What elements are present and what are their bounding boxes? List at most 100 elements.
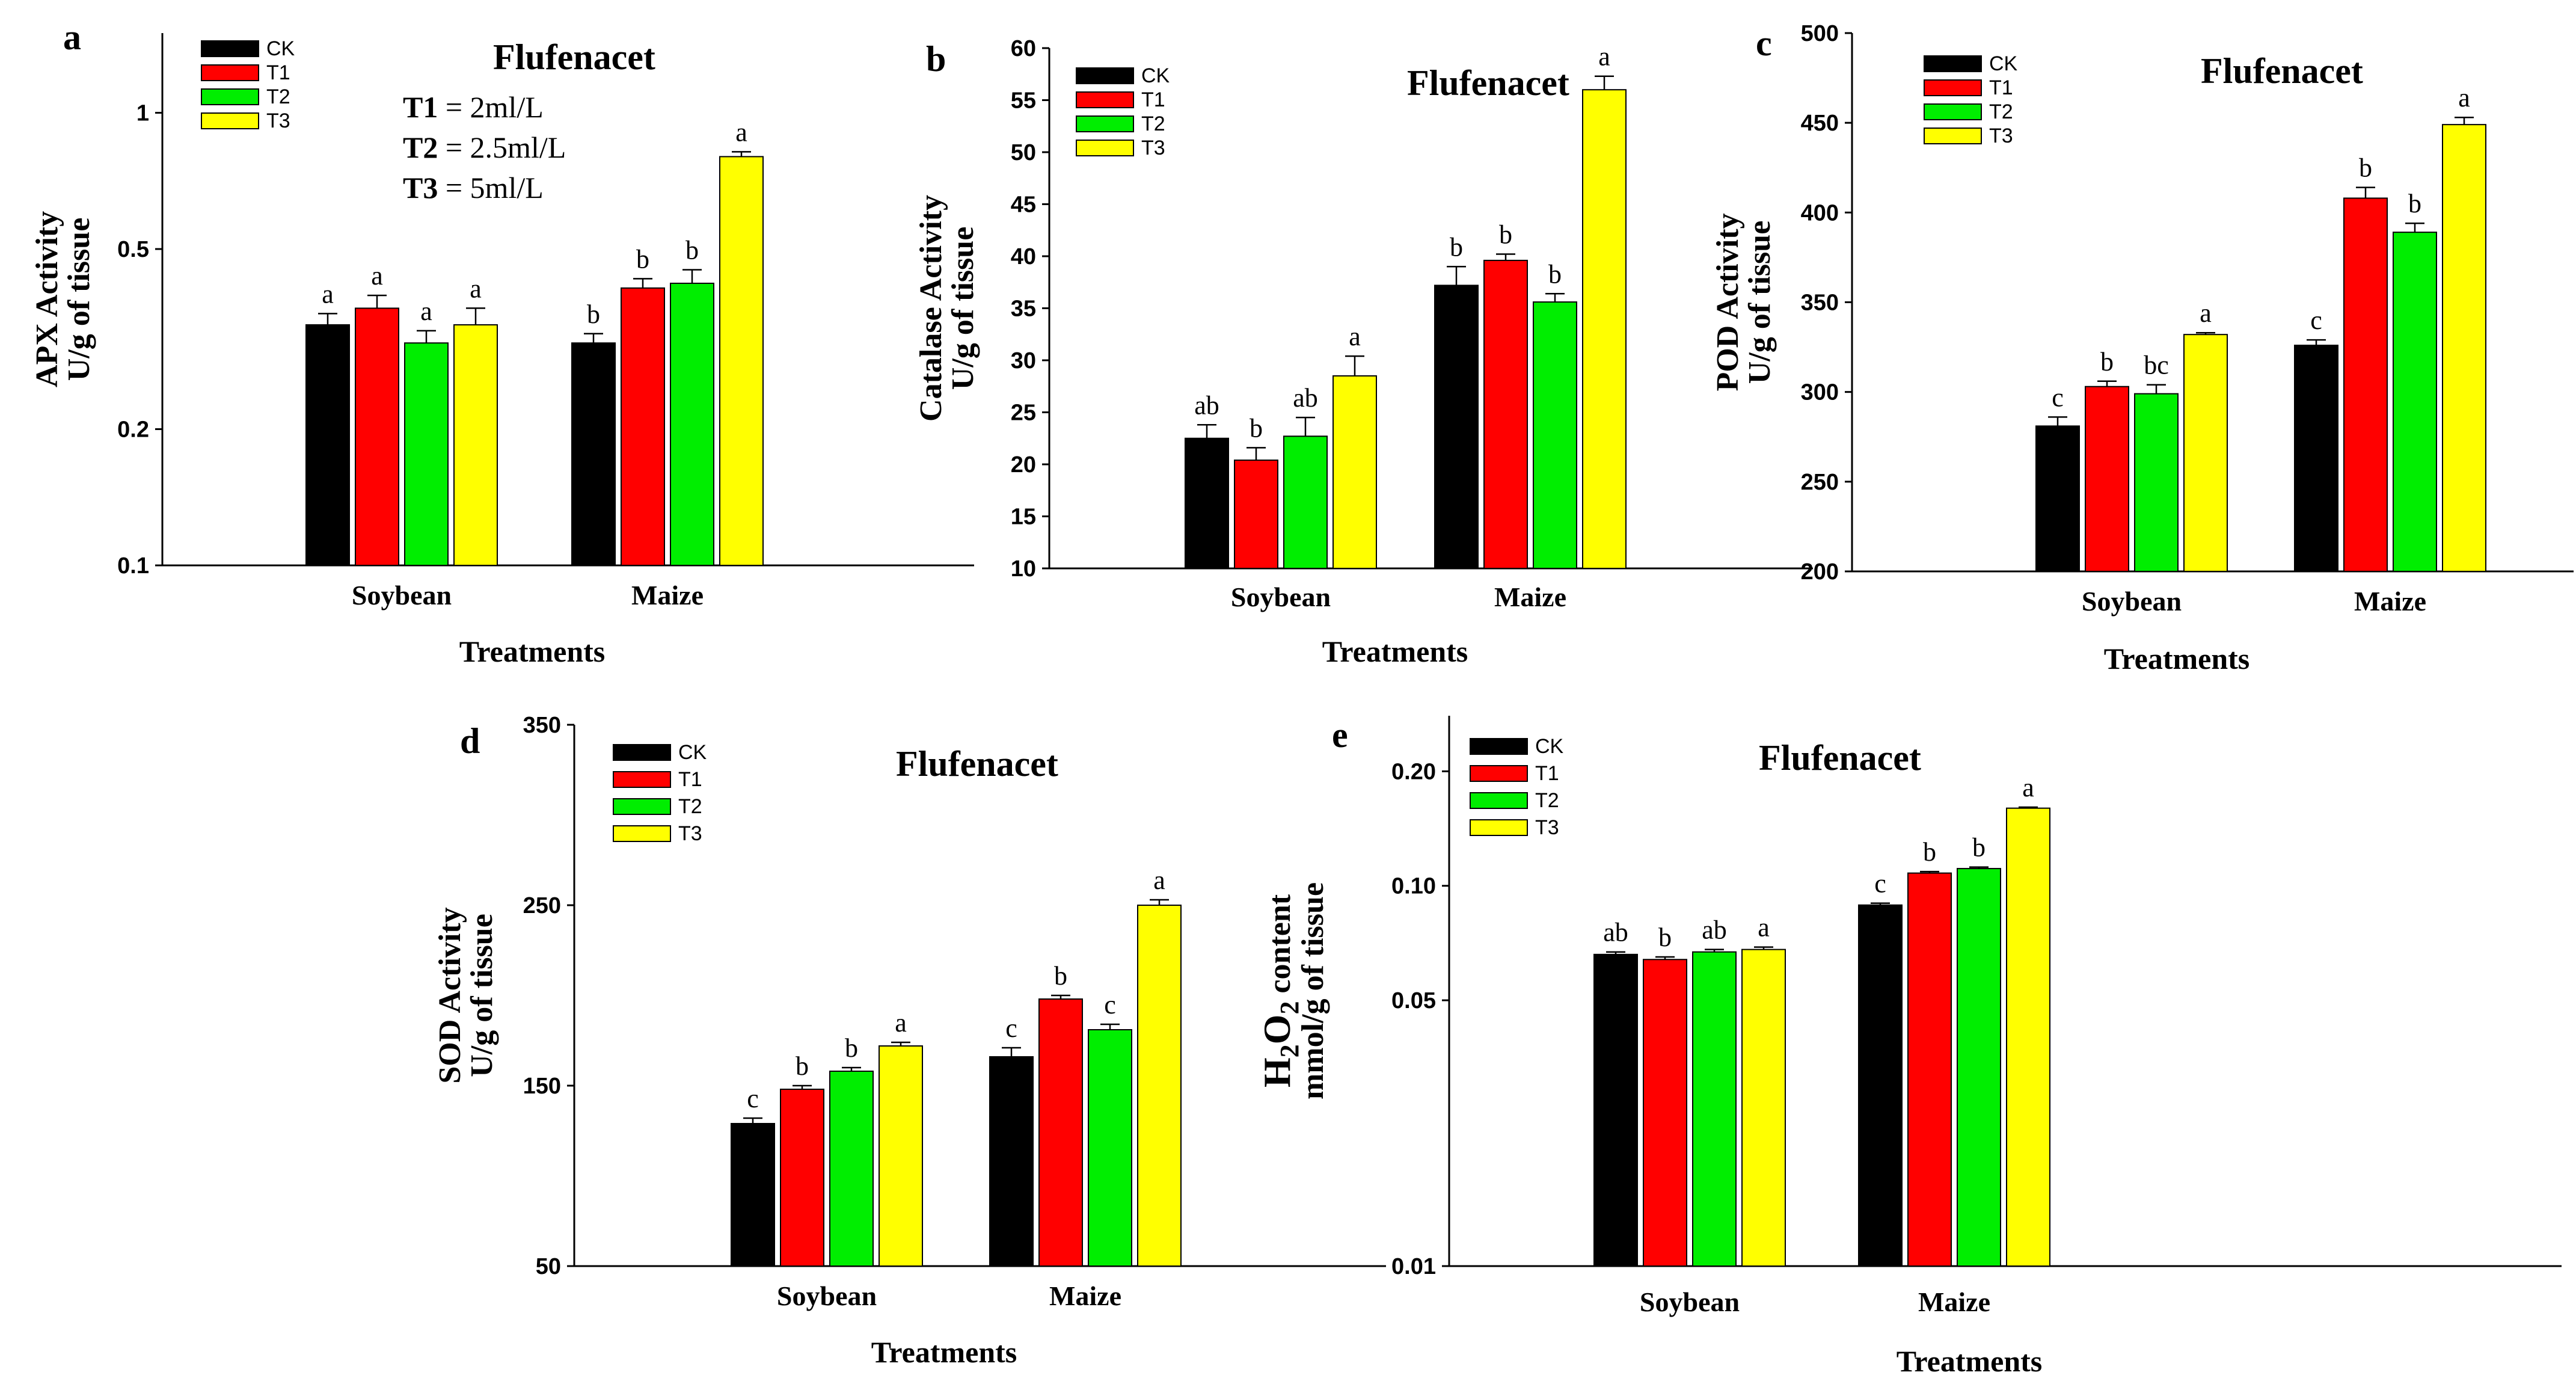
y-tick-label: 20: [1011, 452, 1036, 478]
significance-letter: a: [895, 1008, 907, 1038]
legend-label: T1: [1535, 762, 1559, 785]
bar-T2-Soybean: [1283, 435, 1328, 569]
bar-T1-Maize: [1907, 872, 1952, 1267]
bar-T1-Maize: [2343, 197, 2388, 572]
bar-T2-Soybean: [2134, 393, 2179, 573]
x-axis-title: Treatments: [1322, 635, 1468, 668]
y-axis-label: Catalase Activity: [914, 195, 948, 422]
legend-swatch-CK: [1470, 738, 1528, 755]
legend-label: T2: [266, 85, 290, 108]
significance-letter: a: [1349, 322, 1361, 351]
y-axis-unit-label: mmol/g of tissue: [1296, 882, 1330, 1099]
bar-T1-Soybean: [1643, 959, 1687, 1267]
legend-label: T1: [1141, 88, 1165, 111]
significance-letter: b: [587, 300, 600, 329]
legend-swatch-T2: [1924, 103, 1982, 120]
x-axis-title: Treatments: [459, 635, 606, 668]
bar-T2-Soybean: [404, 342, 449, 567]
legend-label: T2: [678, 795, 702, 818]
y-tick-label: 350: [1801, 291, 1839, 316]
significance-letter: a: [470, 274, 482, 303]
legend-swatch-CK: [1924, 55, 1982, 72]
bar-T3-Maize: [1582, 89, 1627, 569]
legend-swatch-CK: [613, 744, 671, 761]
y-tick-label: 200: [1801, 559, 1839, 585]
legend-label: T2: [1535, 789, 1559, 812]
significance-letter: b: [1450, 232, 1463, 262]
y-tick-label: 0.1: [117, 553, 149, 579]
significance-letter: a: [2200, 298, 2212, 328]
significance-letter: b: [1548, 259, 1562, 289]
legend-label: T3: [678, 822, 702, 845]
significance-letter: a: [322, 279, 334, 309]
y-axis-unit-label: U/g of tissue: [62, 218, 96, 381]
significance-letter: b: [845, 1033, 858, 1063]
legend-label: T3: [1535, 816, 1559, 839]
significance-letter: a: [2458, 83, 2470, 112]
y-axis-label-part: 2: [1275, 1044, 1304, 1057]
bar-T3-Maize: [1137, 905, 1182, 1267]
y-axis-label: SOD Activity: [433, 907, 467, 1083]
significance-letter: c: [2310, 306, 2322, 335]
legend-swatch-T3: [1470, 819, 1528, 836]
significance-letter: b: [636, 244, 649, 274]
y-tick-label: 60: [1011, 36, 1036, 61]
significance-letter: b: [2100, 347, 2114, 377]
significance-letter: c: [1005, 1013, 1017, 1043]
y-tick-label: 0.20: [1391, 759, 1436, 784]
legend-swatch-T2: [201, 88, 259, 105]
y-axis-label-part: 2: [1275, 1001, 1304, 1015]
y-tick-label: 250: [523, 893, 561, 918]
chart-title: Flufenacet: [493, 37, 655, 77]
y-tick-label: 35: [1011, 297, 1036, 322]
bar-T1-Soybean: [355, 307, 399, 566]
legend-swatch-T2: [1076, 115, 1134, 132]
bar-T2-Maize: [2393, 232, 2437, 572]
y-tick-label: 500: [1801, 21, 1839, 46]
significance-letter: ab: [1702, 915, 1727, 945]
dose-note-label: T3: [403, 171, 438, 204]
y-tick-label: 450: [1801, 111, 1839, 136]
y-tick-label: 15: [1011, 505, 1036, 530]
x-axis-title: Treatments: [2104, 642, 2250, 675]
panel-label: e: [1332, 715, 1348, 755]
legend-swatch-T3: [1924, 128, 1982, 144]
y-axis-label: H2O2 content: [1256, 894, 1304, 1087]
significance-letter: c: [1874, 869, 1886, 899]
y-tick-label: 350: [523, 713, 561, 738]
chart-title: Flufenacet: [1759, 738, 1921, 778]
legend-label: T2: [1989, 100, 2013, 123]
significance-letter: a: [1758, 913, 1770, 943]
chart-title: Flufenacet: [896, 744, 1058, 784]
panel-b: b Flufenacet 10 15 20 25 30 35 40 45 50 55 60 Catalas…: [914, 36, 1813, 668]
x-category-label: Soybean: [2082, 586, 2182, 617]
bar-CK-Maize: [571, 342, 616, 567]
y-tick-label: 30: [1011, 348, 1036, 374]
bar-T1-Soybean: [780, 1089, 824, 1267]
x-axis-title: Treatments: [1897, 1344, 2043, 1378]
bar-T2-Soybean: [829, 1071, 874, 1267]
significance-letter: a: [371, 261, 383, 291]
significance-letter: bc: [2144, 351, 2169, 380]
significance-letter: a: [2022, 773, 2034, 802]
dose-note: T2 = 2.5ml/L: [403, 131, 566, 164]
chart-title: Flufenacet: [2201, 51, 2363, 91]
bar-T2-Maize: [1088, 1029, 1132, 1267]
bar-T3-Soybean: [453, 324, 498, 566]
legend-swatch-CK: [201, 40, 259, 57]
bar-CK-Soybean: [1185, 437, 1229, 569]
y-tick-label: 50: [536, 1254, 561, 1279]
legend-swatch-T2: [1470, 792, 1528, 809]
panel-label: c: [1756, 23, 1772, 63]
legend-label: T1: [266, 61, 290, 84]
significance-letter: b: [1499, 220, 1512, 250]
y-tick-label: 1: [136, 101, 149, 126]
panel-label: a: [63, 17, 81, 57]
significance-letter: ab: [1603, 918, 1628, 947]
y-axis-unit-label: U/g of tissue: [1743, 221, 1777, 384]
y-tick-label: 40: [1011, 244, 1036, 269]
bar-CK-Maize: [989, 1056, 1034, 1267]
y-tick-label: 10: [1011, 556, 1036, 582]
y-axis-label: POD Activity: [1711, 213, 1745, 391]
